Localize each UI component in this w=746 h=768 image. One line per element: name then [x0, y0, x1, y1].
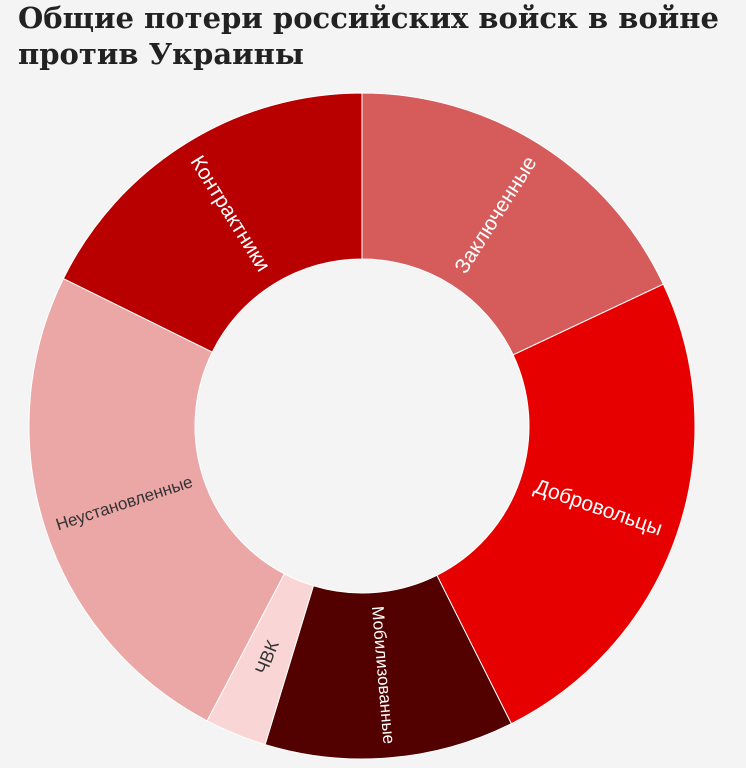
donut-slice-5: [62, 92, 363, 353]
donut-slice-1: [436, 283, 696, 725]
donut-slice-0: [361, 92, 664, 356]
donut-slice-4: [28, 277, 285, 722]
chart-title: Общие потери российских войск в войне пр…: [18, 1, 719, 71]
donut-slice-2: [264, 574, 512, 760]
